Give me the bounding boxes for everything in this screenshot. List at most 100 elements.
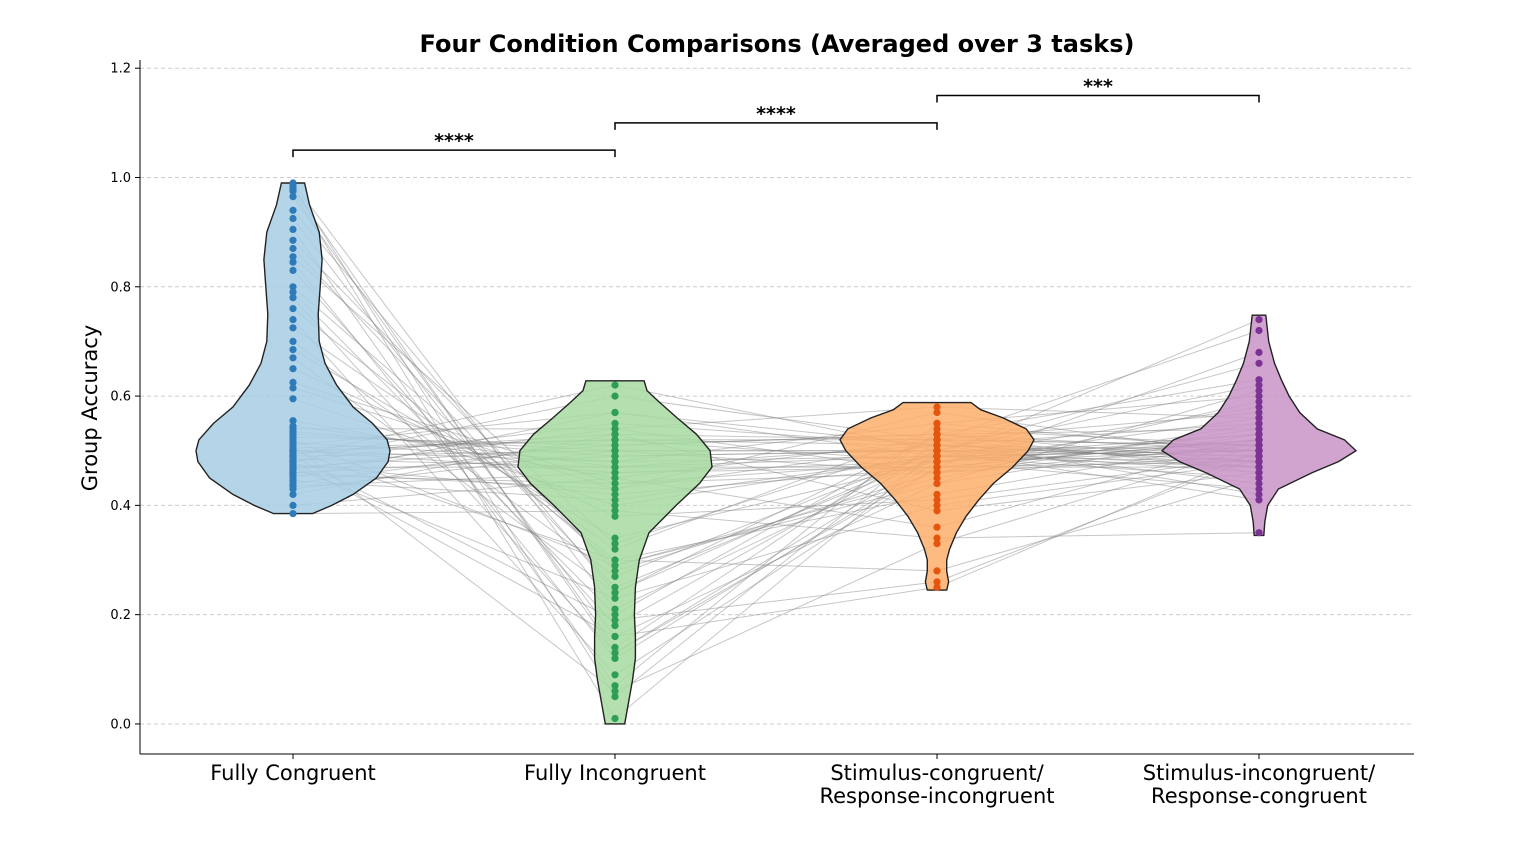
data-point: [289, 452, 297, 460]
data-point: [1255, 485, 1263, 493]
subject-line: [292, 395, 1260, 463]
data-point: [933, 403, 941, 411]
subject-line: [292, 450, 1260, 501]
subject-line: [292, 381, 1260, 485]
subject-line: [292, 229, 1260, 687]
x-tick-label: Stimulus-congruent/: [830, 761, 1044, 785]
y-ticks: 0.0 0.2 0.4 0.6 0.8 1.0 1.2: [110, 62, 140, 732]
data-point: [289, 425, 297, 433]
significance-brackets: ***********: [292, 76, 1260, 158]
data-point: [933, 419, 941, 427]
subject-line: [292, 190, 1260, 720]
subject-line: [292, 239, 1260, 572]
subject-line: [292, 450, 1260, 572]
data-point: [289, 378, 297, 386]
subject-line: [292, 439, 1260, 528]
data-point: [1255, 376, 1263, 384]
subject-line: [292, 286, 1260, 567]
subject-line: [292, 209, 1260, 594]
subject-line: [292, 327, 1260, 550]
x-tick-label: Response-congruent: [1151, 784, 1367, 808]
data-point: [611, 512, 619, 520]
subject-line: [292, 510, 1260, 539]
subject-line: [292, 442, 1260, 479]
data-point: [289, 490, 297, 498]
subject-line: [292, 461, 1260, 487]
data-point: [933, 490, 941, 498]
subject-line: [292, 340, 1260, 577]
data-point: [289, 463, 297, 471]
subject-line: [292, 308, 1260, 561]
subject-line: [292, 455, 1260, 501]
subject-line: [292, 428, 1260, 474]
data-point: [1255, 392, 1263, 400]
data-point: [933, 430, 941, 438]
subject-lines: [292, 182, 1260, 720]
data-point: [611, 436, 619, 444]
data-point: [611, 714, 619, 723]
x-tick-label: Response-incongruent: [819, 784, 1054, 808]
data-point: [1255, 496, 1263, 504]
data-point: [289, 187, 297, 195]
subject-line: [292, 439, 1260, 484]
data-point: [289, 458, 297, 466]
data-point: [289, 436, 297, 444]
gridlines: [140, 67, 1414, 725]
data-point: [611, 452, 619, 460]
y-tick-label: 0.2: [110, 608, 131, 623]
data-point: [611, 649, 619, 657]
data-point: [611, 572, 619, 581]
subject-line: [292, 425, 1259, 468]
data-point: [933, 452, 941, 460]
data-point: [933, 436, 941, 444]
data-point: [289, 430, 297, 438]
data-point: [1255, 403, 1263, 411]
subject-line: [292, 433, 1260, 468]
data-point: [1255, 381, 1263, 389]
significance-label: ***: [1083, 76, 1113, 98]
data-point: [933, 501, 941, 509]
subject-line: [292, 433, 1260, 485]
data-point: [611, 583, 619, 591]
data-point: [289, 509, 297, 518]
data-point: [1255, 463, 1263, 471]
data-point: [611, 501, 619, 509]
data-point: [611, 463, 619, 471]
data-point: [933, 441, 941, 449]
data-point: [1255, 490, 1263, 498]
data-point: [289, 236, 297, 244]
data-point: [933, 540, 941, 548]
data-point: [1255, 348, 1263, 356]
data-point: [289, 253, 297, 261]
data-point: [289, 258, 297, 266]
subject-line: [292, 319, 1260, 676]
data-point: [289, 447, 297, 455]
data-point: [611, 490, 619, 498]
y-tick-label: 0.0: [110, 717, 131, 732]
data-point: [289, 346, 297, 354]
data-point: [1255, 479, 1263, 488]
data-point: [611, 567, 619, 575]
subject-line: [292, 439, 1260, 484]
data-point: [1255, 474, 1263, 482]
subject-line: [292, 450, 1260, 468]
data-point: [611, 507, 619, 515]
data-point: [611, 643, 619, 652]
data-point: [611, 693, 619, 701]
data-point: [1255, 452, 1263, 460]
data-point: [611, 441, 619, 449]
data-point: [289, 266, 297, 274]
subject-line: [292, 384, 1260, 468]
y-axis-label: Group Accuracy: [78, 325, 102, 491]
subject-line: [292, 196, 1260, 649]
y-tick-label: 1.0: [110, 171, 131, 186]
data-point: [611, 540, 619, 548]
data-point: [1255, 326, 1263, 335]
data-point: [289, 206, 297, 214]
axes: [139, 60, 1414, 755]
y-tick-label: 1.2: [110, 62, 131, 77]
data-point: [611, 589, 619, 597]
subject-line: [292, 433, 1260, 495]
data-point: [289, 384, 297, 392]
data-point: [611, 485, 619, 493]
